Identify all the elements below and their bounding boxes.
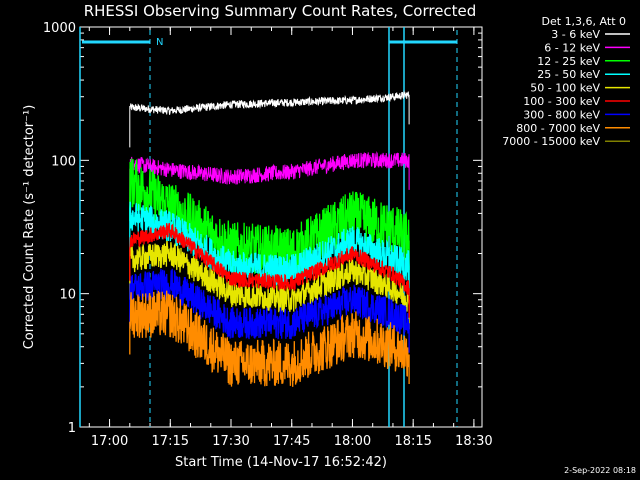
- x-axis-label: Start Time (14-Nov-17 16:52:42): [175, 455, 387, 470]
- legend-label: 50 - 100 keV: [530, 82, 600, 95]
- y-tick-labels: 1 10 100 1000: [43, 21, 76, 436]
- y-axis-label: Corrected Count Rate (s⁻¹ detector⁻¹): [22, 105, 37, 350]
- series-line: [129, 89, 410, 148]
- y-tick-label: 100: [51, 154, 76, 169]
- legend-title: Det 1,3,6, Att 0: [542, 15, 626, 28]
- x-tick-label: 17:30: [212, 434, 249, 449]
- x-tick-label: 17:00: [91, 434, 128, 449]
- series-line: [129, 290, 410, 387]
- x-tick-label: 18:00: [334, 434, 371, 449]
- series-layer: [129, 89, 410, 387]
- x-tick-labels: 17:00 17:15 17:30 17:45 18:00 18:15 18:30: [91, 434, 493, 449]
- chart-title: RHESSI Observing Summary Count Rates, Co…: [84, 2, 477, 20]
- series-line: [129, 201, 410, 296]
- x-tick-label: 17:45: [273, 434, 310, 449]
- legend-label: 3 - 6 keV: [551, 28, 600, 41]
- series-line: [129, 150, 410, 204]
- legend-label: 6 - 12 keV: [544, 41, 600, 54]
- legend-label: 25 - 50 keV: [537, 68, 600, 81]
- series-line: [129, 158, 410, 279]
- legend-label: 12 - 25 keV: [537, 55, 600, 68]
- series-line: [129, 240, 410, 330]
- x-tick-label: 17:15: [152, 434, 189, 449]
- y-tick-label: 1: [68, 421, 76, 436]
- footer-date: 2-Sep-2022 08:18: [564, 466, 636, 475]
- series-line: [129, 268, 410, 353]
- legend-label: 100 - 300 keV: [523, 95, 600, 108]
- x-tick-label: 18:15: [394, 434, 431, 449]
- y-tick-label: 10: [59, 288, 76, 303]
- legend-label: 300 - 800 keV: [523, 108, 600, 121]
- x-tick-label: 18:30: [455, 434, 492, 449]
- series-line: [129, 222, 410, 318]
- legend-label: 7000 - 15000 keV: [502, 135, 600, 148]
- legend-label: 800 - 7000 keV: [516, 122, 600, 135]
- night-annotation: N: [156, 37, 163, 48]
- y-tick-label: 1000: [43, 21, 76, 36]
